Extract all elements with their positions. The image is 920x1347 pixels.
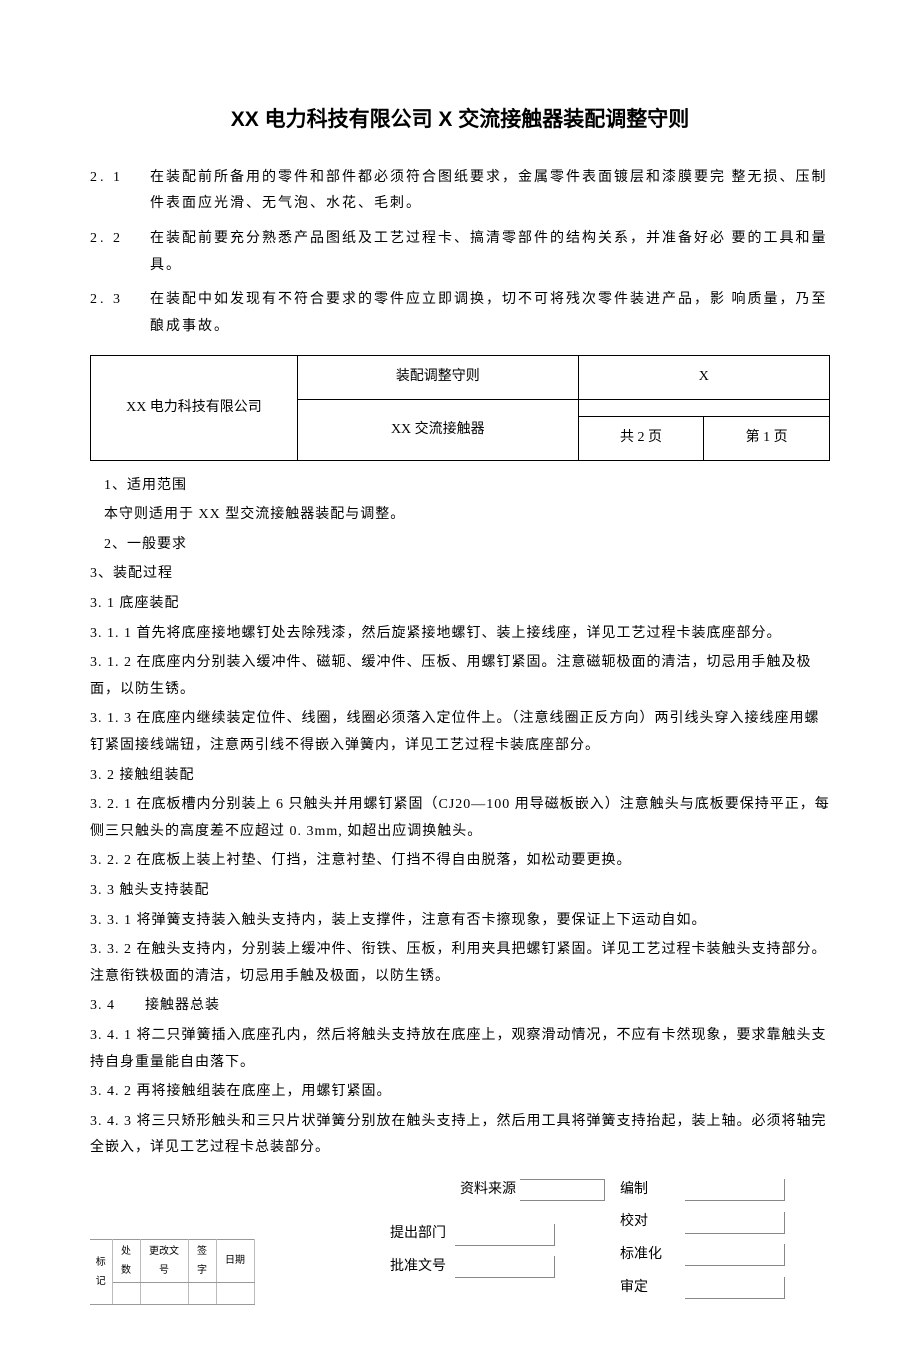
mark-header: 日期 bbox=[216, 1239, 254, 1282]
source-value-box bbox=[520, 1179, 605, 1201]
body-paragraph: 3、装配过程 bbox=[90, 561, 830, 588]
footer-right-column: 编制 校对 标准化 审定 bbox=[620, 1177, 785, 1307]
body-paragraph: 3. 4. 1 将二只弹簧插入底座孔内，然后将触头支持放在底座上，观察滑动情况，… bbox=[90, 1023, 830, 1076]
body-paragraph: 3. 2. 1 在底板槽内分别装上 6 只触头并用螺钉紧固（CJ20—100 用… bbox=[90, 792, 830, 845]
source-label: 资料来源 bbox=[460, 1177, 520, 1204]
body-paragraph: 2、一般要求 bbox=[90, 532, 830, 559]
approval-value-box bbox=[455, 1256, 555, 1278]
body-content: 1、适用范围本守则适用于 XX 型交流接触器装配与调整。 2、一般要求3、装配过程… bbox=[90, 473, 830, 1162]
body-paragraph: 3. 3 触头支持装配 bbox=[90, 878, 830, 905]
header-table: XX 电力科技有限公司 装配调整守则 X XX 交流接触器 共 2 页 第 1 … bbox=[90, 355, 830, 460]
mark-header: 处数 bbox=[112, 1239, 140, 1282]
mark-table: 标记 处数 更改文号 签字 日期 bbox=[90, 1239, 255, 1305]
check-value-box bbox=[685, 1212, 785, 1234]
rule-title-cell: 装配调整守则 bbox=[297, 356, 578, 400]
check-row: 校对 bbox=[620, 1209, 785, 1236]
approval-row: 批准文号 bbox=[390, 1254, 605, 1281]
requirement-number: 2. 3 bbox=[90, 287, 150, 340]
mark-cell bbox=[112, 1282, 140, 1304]
table-row: 标记 处数 更改文号 签字 日期 bbox=[90, 1239, 254, 1282]
dept-value-box bbox=[455, 1224, 555, 1246]
table-row bbox=[90, 1282, 254, 1304]
requirement-item: 2. 3 在装配中如发现有不符合要求的零件应立即调换，切不可将残次零件装进产品，… bbox=[90, 287, 830, 340]
dept-label: 提出部门 bbox=[390, 1221, 450, 1248]
requirement-number: 2. 2 bbox=[90, 226, 150, 279]
approval-label: 批准文号 bbox=[390, 1254, 450, 1281]
check-label: 校对 bbox=[620, 1209, 680, 1236]
requirement-text: 在装配中如发现有不符合要求的零件应立即调换，切不可将残次零件装进产品，影 响质量… bbox=[150, 287, 830, 340]
body-paragraph: 3. 1 底座装配 bbox=[90, 591, 830, 618]
compile-value-box bbox=[685, 1179, 785, 1201]
mark-cell bbox=[188, 1282, 216, 1304]
body-paragraph: 本守则适用于 XX 型交流接触器装配与调整。 bbox=[90, 502, 830, 529]
standard-value-box bbox=[685, 1244, 785, 1266]
footer-middle-column: 资料来源 提出部门 批准文号 bbox=[390, 1177, 605, 1287]
source-row: 资料来源 bbox=[460, 1177, 605, 1204]
body-paragraph: 3. 4. 3 将三只矫形触头和三只片状弹簧分别放在触头支持上，然后用工具将弹簧… bbox=[90, 1109, 830, 1162]
product-cell: XX 交流接触器 bbox=[297, 400, 578, 461]
company-cell: XX 电力科技有限公司 bbox=[91, 356, 298, 460]
code-cell: X bbox=[578, 356, 829, 400]
approve-row: 审定 bbox=[620, 1275, 785, 1302]
compile-label: 编制 bbox=[620, 1177, 680, 1204]
body-paragraph: 3. 4. 2 再将接触组装在底座上，用螺钉紧固。 bbox=[90, 1079, 830, 1106]
body-paragraph: 3. 3. 2 在触头支持内，分别装上缓冲件、衔铁、压板，利用夹具把螺钉紧固。详… bbox=[90, 937, 830, 990]
dept-row: 提出部门 bbox=[390, 1221, 605, 1248]
table-row: XX 电力科技有限公司 装配调整守则 X bbox=[91, 356, 830, 400]
requirement-number: 2. 1 bbox=[90, 165, 150, 218]
standard-label: 标准化 bbox=[620, 1242, 680, 1269]
mark-header: 签字 bbox=[188, 1239, 216, 1282]
body-paragraph: 3. 3. 1 将弹簧支持装入触头支持内，装上支撑件，注意有否卡擦现象，要保证上… bbox=[90, 908, 830, 935]
requirement-text: 在装配前要充分熟悉产品图纸及工艺过程卡、搞清零部件的结构关系，并准备好必 要的工… bbox=[150, 226, 830, 279]
footer-area: 资料来源 提出部门 批准文号 编制 校对 标准化 审定 bbox=[90, 1177, 830, 1297]
body-paragraph: 3. 2. 2 在底板上装上衬垫、仃挡，注意衬垫、仃挡不得自由脱落，如松动要更换… bbox=[90, 848, 830, 875]
body-paragraph: 1、适用范围 bbox=[90, 473, 830, 500]
empty-cell bbox=[578, 400, 829, 417]
mark-cell bbox=[140, 1282, 188, 1304]
standard-row: 标准化 bbox=[620, 1242, 785, 1269]
mark-header: 标记 bbox=[90, 1239, 112, 1304]
total-pages-cell: 共 2 页 bbox=[578, 417, 704, 461]
requirements-list: 2. 1 在装配前所备用的零件和部件都必须符合图纸要求，金属零件表面镀层和漆膜要… bbox=[90, 165, 830, 341]
mark-header: 更改文号 bbox=[140, 1239, 188, 1282]
body-paragraph: 3. 1. 1 首先将底座接地螺钉处去除残漆，然后旋紧接地螺钉、装上接线座，详见… bbox=[90, 621, 830, 648]
compile-row: 编制 bbox=[620, 1177, 785, 1204]
body-paragraph: 3. 2 接触组装配 bbox=[90, 763, 830, 790]
page-title: XX 电力科技有限公司 X 交流接触器装配调整守则 bbox=[90, 100, 830, 140]
body-paragraph: 3. 1. 3 在底座内继续装定位件、线圈，线圈必须落入定位件上。（注意线圈正反… bbox=[90, 706, 830, 759]
requirement-text: 在装配前所备用的零件和部件都必须符合图纸要求，金属零件表面镀层和漆膜要完 整无损… bbox=[150, 165, 830, 218]
approve-label: 审定 bbox=[620, 1275, 680, 1302]
requirement-item: 2. 2 在装配前要充分熟悉产品图纸及工艺过程卡、搞清零部件的结构关系，并准备好… bbox=[90, 226, 830, 279]
requirement-item: 2. 1 在装配前所备用的零件和部件都必须符合图纸要求，金属零件表面镀层和漆膜要… bbox=[90, 165, 830, 218]
mark-cell bbox=[216, 1282, 254, 1304]
body-paragraph: 3. 1. 2 在底座内分别装入缓冲件、磁轭、缓冲件、压板、用螺钉紧固。注意磁轭… bbox=[90, 650, 830, 703]
body-paragraph: 3. 4 接触器总装 bbox=[90, 993, 830, 1020]
current-page-cell: 第 1 页 bbox=[704, 417, 830, 461]
approve-value-box bbox=[685, 1277, 785, 1299]
